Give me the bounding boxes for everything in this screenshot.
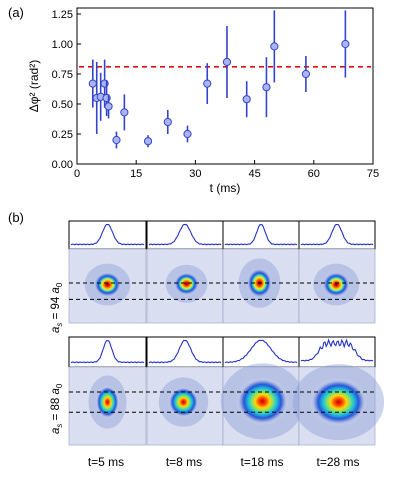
y-tick-label: 0.50 <box>52 99 73 111</box>
profile-box <box>222 220 300 250</box>
data-point <box>222 57 232 67</box>
profile-box <box>298 220 376 250</box>
x-axis-label: t (ms) <box>210 181 241 195</box>
x-tick-label: 0 <box>74 168 80 180</box>
data-point <box>301 69 311 79</box>
atom-cloud <box>321 271 351 298</box>
density-profile <box>224 339 298 364</box>
data-point <box>203 79 212 88</box>
x-tick-label: 45 <box>248 168 260 180</box>
atom-cloud <box>167 386 200 418</box>
data-point <box>242 95 251 104</box>
atom-cloud <box>95 385 120 419</box>
data-point <box>143 137 153 146</box>
atom-cloud <box>309 378 368 427</box>
profile-box <box>222 336 300 368</box>
profile-box <box>298 336 376 368</box>
data-points <box>88 10 350 149</box>
y-axis-label: Δφ² (rad²) <box>27 60 41 112</box>
column-label-2: t=18 ms <box>240 455 283 469</box>
density-profile <box>70 224 145 246</box>
profile-box <box>146 220 224 250</box>
y-tick-label: 0.00 <box>52 159 73 171</box>
y-tick-label: 0.25 <box>52 129 73 141</box>
y-tick-label: 0.75 <box>52 69 73 81</box>
density-profile <box>300 338 374 362</box>
column-label-1: t=8 ms <box>166 455 202 469</box>
y-tick-label: 1.00 <box>52 39 73 51</box>
x-tick-label: 30 <box>189 168 201 180</box>
x-ticks: 0 15 30 45 60 75 <box>74 160 379 180</box>
column-label-0: t=5 ms <box>88 455 124 469</box>
density-profile <box>148 223 222 246</box>
panel-b <box>68 220 385 446</box>
panel-a-label: (a) <box>8 5 24 20</box>
plot-frame <box>76 7 374 165</box>
density-profile <box>300 224 374 246</box>
data-point <box>270 42 279 51</box>
density-profile <box>224 224 298 246</box>
x-tick-label: 75 <box>367 168 379 180</box>
data-point <box>183 129 192 139</box>
profile-box <box>146 336 224 368</box>
data-point <box>163 117 172 127</box>
y-ticks: 0.00 0.25 0.50 0.75 1.00 1.25 <box>52 9 81 171</box>
data-point <box>88 79 97 88</box>
data-point <box>104 102 113 111</box>
atom-cloud <box>236 377 289 426</box>
x-tick-label: 15 <box>130 168 142 180</box>
profile-box <box>68 336 147 368</box>
data-point <box>341 39 350 49</box>
panel-b-label: (b) <box>8 210 24 225</box>
data-point <box>120 108 129 117</box>
atom-cloud <box>93 271 122 298</box>
row-label-88: as = 88 a0 <box>50 383 64 434</box>
data-point <box>112 135 121 145</box>
row-label-94: as = 94 a0 <box>50 282 64 333</box>
density-profile <box>70 340 145 364</box>
data-point <box>262 83 271 92</box>
y-tick-label: 1.25 <box>52 9 73 21</box>
x-tick-label: 60 <box>308 168 320 180</box>
atom-cloud <box>173 271 200 296</box>
density-profile <box>148 339 222 364</box>
column-label-3: t=28 ms <box>316 455 359 469</box>
chart-a: 0 15 30 45 60 75 0.00 0.25 0.50 0.75 1.00 1.25 t (… <box>27 7 379 195</box>
profile-box <box>68 220 147 250</box>
